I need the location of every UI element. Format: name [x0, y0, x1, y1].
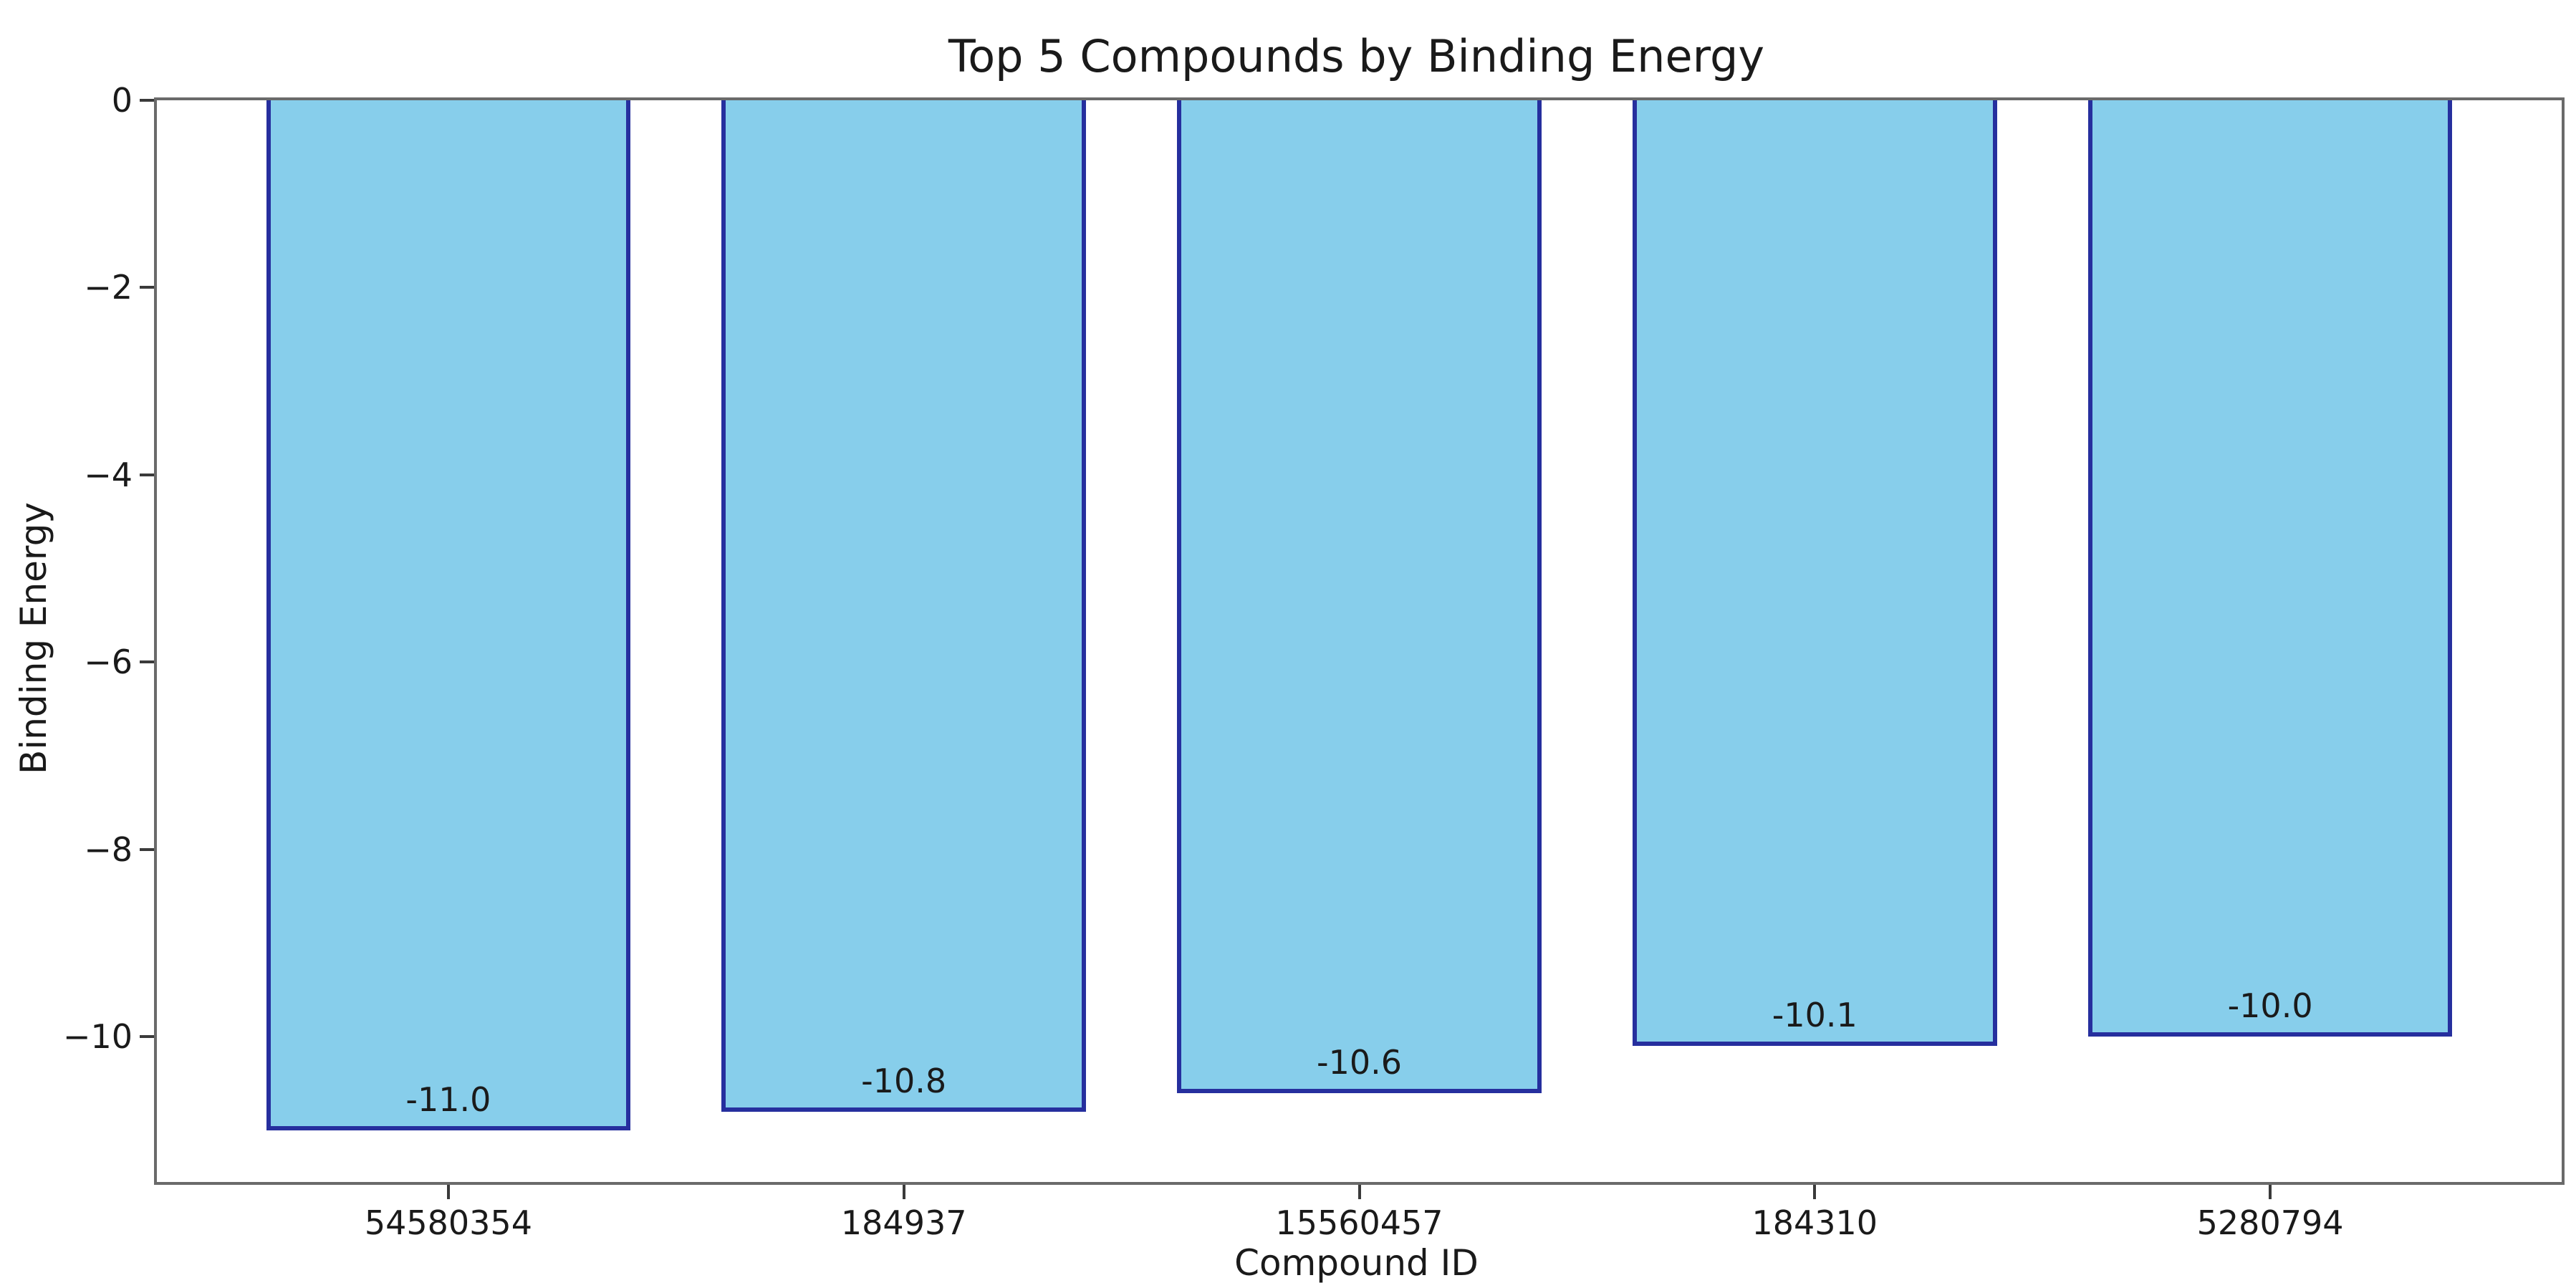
y-tick-label: −10: [62, 1017, 133, 1057]
chart-title: Top 5 Compounds by Binding Energy: [948, 30, 1765, 82]
x-tick-label: 184310: [1751, 1203, 1878, 1242]
y-tick-mark: [140, 1035, 154, 1039]
x-tick-label: 15560457: [1275, 1203, 1443, 1242]
bar: -10.6: [1177, 100, 1542, 1093]
bar: -10.8: [721, 100, 1086, 1112]
y-tick-mark: [140, 847, 154, 851]
x-tick-label: 184937: [840, 1203, 967, 1242]
bar-value-label: -10.6: [1316, 1042, 1402, 1082]
x-tick-mark: [446, 1185, 450, 1199]
x-tick-label: 54580354: [364, 1203, 532, 1242]
bar-value-label: -11.0: [405, 1080, 491, 1120]
bar-value-label: -10.1: [1772, 996, 1857, 1035]
y-tick-mark: [140, 473, 154, 476]
y-tick-label: −6: [84, 643, 133, 682]
x-tick-mark: [1813, 1185, 1817, 1199]
plot-area: -11.0 -10.8 -10.6 -10.1 -10.0: [154, 97, 2565, 1185]
y-tick-label: −2: [84, 268, 133, 307]
y-tick-mark: [140, 660, 154, 664]
y-tick-label: 0: [111, 81, 133, 120]
x-tick-label: 5280794: [2196, 1203, 2344, 1242]
bar: -10.0: [2087, 100, 2453, 1037]
x-tick-mark: [1357, 1185, 1361, 1199]
x-tick-mark: [2269, 1185, 2272, 1199]
x-axis-label: Compound ID: [1234, 1242, 1479, 1284]
bar: -11.0: [266, 100, 631, 1131]
bar-value-label: -10.0: [2227, 986, 2313, 1026]
y-tick-mark: [140, 286, 154, 289]
y-tick-label: −8: [84, 830, 133, 869]
x-tick-mark: [902, 1185, 905, 1199]
y-tick-mark: [140, 99, 154, 102]
y-axis-label: Binding Energy: [13, 502, 54, 774]
bar-value-label: -10.8: [861, 1061, 947, 1100]
y-tick-label: −4: [84, 455, 133, 494]
bar: -10.1: [1632, 100, 1997, 1047]
